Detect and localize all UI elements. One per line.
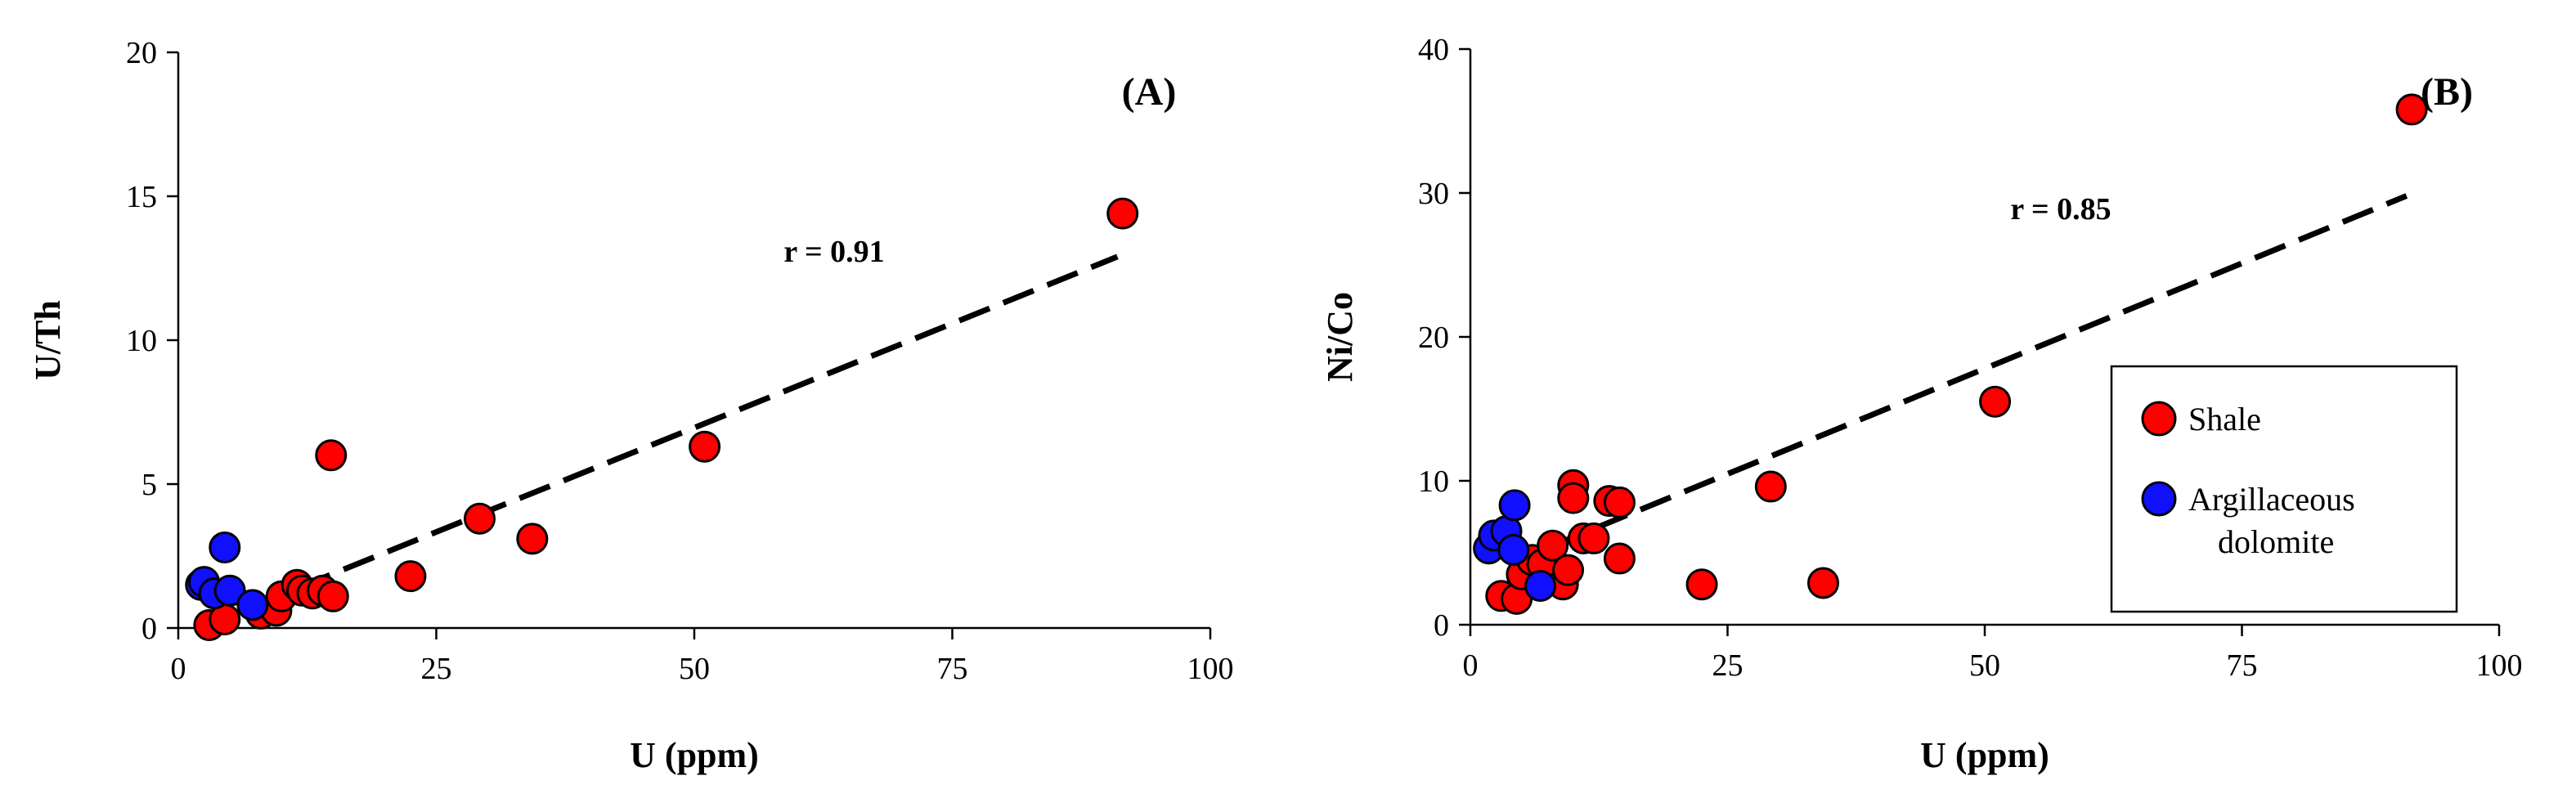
y-tick-label: 0 [1434, 608, 1449, 643]
x-tick-label: 25 [1712, 648, 1744, 683]
x-tick-label: 100 [1187, 652, 1234, 686]
dolomite-point [1498, 489, 1531, 522]
y-tick-label: 40 [1418, 33, 1449, 67]
x-tick-label: 100 [2476, 648, 2523, 683]
shale-point [394, 560, 427, 593]
x-axis-title: U (ppm) [1920, 735, 2049, 775]
y-axis-title: Ni/Co [1320, 292, 1360, 382]
trend-line [1551, 193, 2408, 549]
x-tick-label: 50 [1969, 648, 2000, 683]
legend-label-dolomite: Argillaceous [2188, 481, 2355, 518]
x-tick-label: 75 [2227, 648, 2258, 683]
y-tick-label: 10 [1418, 464, 1449, 499]
legend-label-dolomite: dolomite [2218, 523, 2334, 560]
dolomite-point [213, 574, 246, 607]
panel-label: (B) [2421, 70, 2473, 114]
panel-a-chart: 0 5 10 15 20 0 25 50 75 100 U (ppm) U/Th (A) r = 0.91 [28, 36, 1234, 775]
x-tick-label: 25 [421, 652, 452, 686]
shale-point [1979, 385, 2012, 418]
legend: Shale Argillaceous dolomite [2110, 365, 2458, 613]
x-tick-label: 0 [1463, 648, 1479, 683]
legend-label-shale: Shale [2188, 401, 2261, 437]
shale-point [316, 580, 349, 612]
trend-line [254, 253, 1119, 608]
shale-point [1603, 486, 1636, 518]
shale-point [1552, 554, 1585, 586]
y-tick-label: 0 [141, 612, 157, 646]
y-axis-title: U/Th [28, 300, 68, 380]
y-tick-label: 30 [1418, 177, 1449, 211]
dolomite-point [236, 589, 269, 621]
shale-point [689, 430, 721, 463]
y-tick-label: 20 [1418, 321, 1449, 355]
shale-point [1806, 567, 1839, 599]
x-tick-label: 75 [937, 652, 968, 686]
shale-point [1106, 197, 1139, 230]
shale-point [1537, 529, 1569, 562]
shale-point [516, 523, 549, 555]
y-tick-label: 20 [126, 36, 157, 70]
shale-point [1754, 470, 1787, 503]
shale-point [1685, 568, 1718, 601]
x-axis-title: U (ppm) [630, 735, 759, 775]
correlation-label: r = 0.85 [2010, 192, 2111, 227]
x-tick-label: 0 [171, 652, 186, 686]
y-tick-label: 15 [126, 180, 157, 214]
shale-point [315, 439, 348, 472]
y-tick-label: 10 [126, 324, 157, 358]
x-tick-label: 50 [679, 652, 710, 686]
correlation-label: r = 0.91 [783, 235, 884, 269]
legend-marker-dolomite [2141, 481, 2177, 517]
shale-point [2395, 93, 2428, 126]
panel-b-chart: 0 10 20 30 40 0 25 50 75 100 U (ppm) Ni/Co (B) r = 0.… [1320, 33, 2523, 775]
shale-point [1577, 522, 1610, 554]
dolomite-point [209, 531, 241, 563]
shale-point [1557, 482, 1590, 514]
shale-point [464, 502, 496, 535]
y-tick-label: 5 [141, 468, 157, 502]
dolomite-point [1497, 533, 1530, 566]
dolomite-point [1524, 569, 1557, 602]
panel-label: (A) [1122, 70, 1177, 114]
legend-marker-shale [2141, 401, 2177, 437]
shale-point [1603, 542, 1636, 575]
